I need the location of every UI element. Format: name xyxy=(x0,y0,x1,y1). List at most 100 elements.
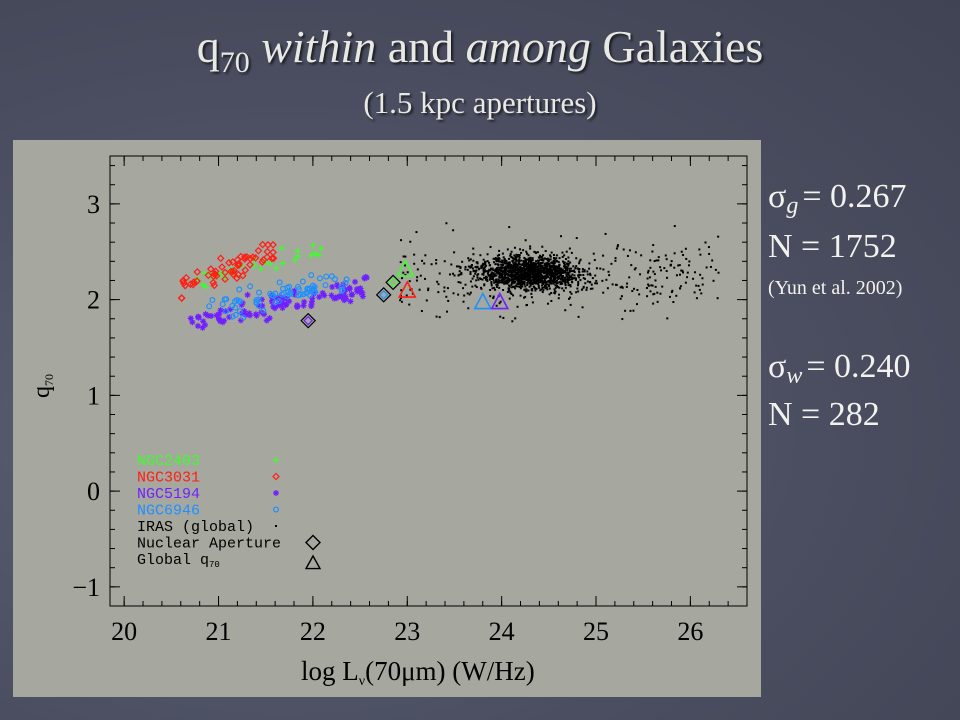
ngc5194-point xyxy=(321,292,328,299)
iras-point xyxy=(507,284,510,287)
iras-point xyxy=(540,269,543,272)
ngc6946-point xyxy=(206,303,213,310)
iras-point xyxy=(525,250,528,253)
iras-point xyxy=(558,266,561,269)
iras-point xyxy=(556,282,559,285)
iras-point xyxy=(495,278,498,281)
legend-marker xyxy=(304,554,322,570)
iras-point xyxy=(594,274,597,277)
iras-point xyxy=(513,274,516,277)
iras-point xyxy=(452,292,455,295)
iras-point xyxy=(452,229,455,232)
iras-point xyxy=(559,281,562,284)
iras-point xyxy=(561,251,564,254)
iras-point xyxy=(552,272,555,275)
iras-point xyxy=(554,272,557,275)
iras-point xyxy=(511,267,514,270)
ngc6946-point xyxy=(229,313,236,320)
title-within: within xyxy=(261,21,377,72)
iras-point xyxy=(539,262,542,265)
ngc5194-point xyxy=(189,319,196,326)
iras-point xyxy=(534,267,537,270)
iras-point xyxy=(530,279,533,282)
iras-point xyxy=(528,272,531,275)
iras-point xyxy=(517,258,520,261)
ngc3031-point xyxy=(269,254,278,263)
iras-point xyxy=(577,274,580,277)
iras-point xyxy=(566,278,569,281)
iras-point xyxy=(552,267,555,270)
ngc5194-point xyxy=(329,283,336,290)
iras-point xyxy=(539,265,542,268)
iras-point xyxy=(565,278,568,281)
iras-point xyxy=(645,286,648,289)
iras-point xyxy=(653,260,656,263)
ngc6946-point xyxy=(223,296,230,303)
ngc2403-point xyxy=(291,256,298,263)
x-axis-label: log Lν(70μm) (W/Hz) xyxy=(301,656,535,689)
iras-point xyxy=(564,280,567,283)
iras-point xyxy=(469,258,472,261)
y-tick-label: 1 xyxy=(87,381,100,410)
ngc3031-point xyxy=(189,280,197,289)
iras-point xyxy=(502,278,505,281)
iras-point xyxy=(636,288,639,291)
ngc6946-point xyxy=(308,272,315,279)
iras-point xyxy=(615,247,618,250)
iras-point xyxy=(530,261,533,264)
iras-point xyxy=(505,262,508,265)
iras-point xyxy=(461,260,464,263)
iras-point xyxy=(654,285,657,288)
iras-point xyxy=(528,258,531,261)
iras-point xyxy=(576,287,579,290)
iras-point xyxy=(418,288,421,291)
legend-marker xyxy=(272,472,280,481)
iras-point xyxy=(517,262,520,265)
ngc3031-point xyxy=(211,267,220,276)
iras-point xyxy=(586,273,589,276)
iras-point xyxy=(484,278,487,281)
iras-point xyxy=(498,286,501,289)
ngc5194-point xyxy=(202,321,209,328)
iras-point xyxy=(566,281,569,284)
iras-point xyxy=(496,283,499,286)
ngc6946-point xyxy=(232,311,239,318)
iras-point xyxy=(513,246,516,249)
iras-point xyxy=(625,285,628,288)
iras-point xyxy=(566,273,569,276)
iras-point xyxy=(558,277,561,280)
iras-point xyxy=(687,264,690,267)
iras-point xyxy=(545,266,548,269)
iras-point xyxy=(476,265,479,268)
iras-point xyxy=(490,284,493,287)
iras-point xyxy=(551,275,554,278)
iras-point xyxy=(482,258,485,261)
iras-point xyxy=(626,254,629,257)
iras-point xyxy=(506,290,509,293)
iras-point xyxy=(523,296,526,299)
x-axis-label-rest: (70μm) (W/Hz) xyxy=(365,656,535,686)
iras-point xyxy=(479,286,482,289)
iras-point xyxy=(508,264,511,267)
ngc3031-point xyxy=(177,294,186,303)
iras-point xyxy=(489,269,492,272)
iras-point xyxy=(508,297,511,300)
iras-point xyxy=(495,257,498,260)
legend-label: Nuclear Aperture xyxy=(137,536,281,553)
iras-point xyxy=(653,273,656,276)
iras-point xyxy=(502,288,505,291)
iras-point xyxy=(565,273,568,276)
iras-point xyxy=(534,251,537,254)
iras-point xyxy=(514,317,517,320)
iras-point xyxy=(497,266,500,269)
iras-point xyxy=(493,275,496,278)
iras-point xyxy=(535,282,538,285)
iras-point xyxy=(427,287,430,290)
iras-point xyxy=(510,250,513,253)
iras-point xyxy=(545,273,548,276)
iras-point xyxy=(513,285,516,288)
iras-point xyxy=(534,262,537,265)
ngc6946-point xyxy=(294,283,301,290)
iras-point xyxy=(495,280,498,283)
iras-point xyxy=(577,280,580,283)
